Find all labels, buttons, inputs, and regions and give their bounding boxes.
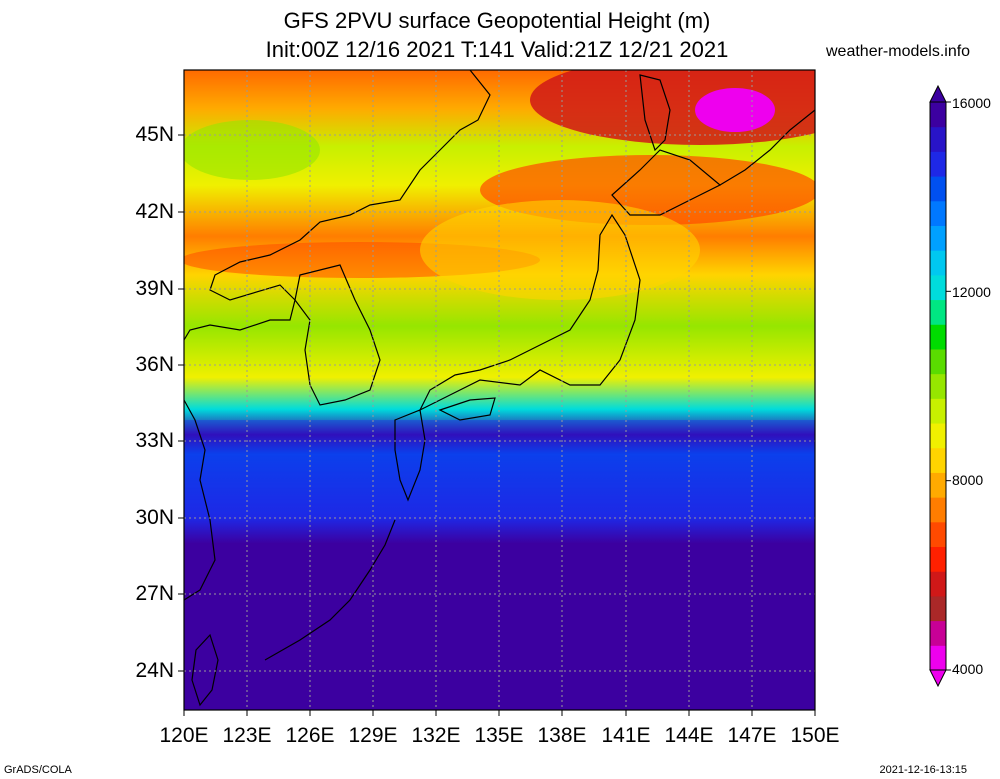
footer-timestamp: 2021-12-16-13:15 <box>879 764 967 776</box>
colorbar-segment <box>930 571 946 597</box>
lat-label-39N: 39N <box>135 277 174 300</box>
green-patch-north <box>184 120 320 180</box>
lon-label-135E: 135E <box>474 724 524 747</box>
colorbar-segment <box>930 447 946 473</box>
colorbar-segment <box>930 521 946 548</box>
colorbar-segment <box>930 299 946 325</box>
chart-subtitle: Init:00Z 12/16 2021 T:141 Valid:21Z 12/2… <box>265 37 729 62</box>
colorbar-segment <box>930 497 946 523</box>
yellow-ridge <box>420 200 700 300</box>
coast-asia-mainland <box>183 69 491 341</box>
colorbar-segment <box>930 423 946 449</box>
colorbar <box>929 84 951 688</box>
coast-taiwan <box>191 633 219 707</box>
lon-label-126E: 126E <box>285 724 335 747</box>
colorbar-label-4000: 4000 <box>952 661 984 677</box>
lat-label-33N: 33N <box>135 429 174 452</box>
coast-china-east <box>183 399 216 601</box>
colorbar-segment <box>930 250 946 276</box>
lat-label-27N: 27N <box>135 582 174 605</box>
colorbar-segment <box>930 620 946 646</box>
colorbar-segment <box>930 151 946 177</box>
colorbar-frame <box>929 101 947 671</box>
colorbar-segment <box>930 546 946 572</box>
axis-ticks <box>178 134 816 716</box>
site-credit: weather-models.info <box>826 43 971 60</box>
lon-label-138E: 138E <box>537 724 587 747</box>
grid-lines <box>184 70 815 710</box>
lat-label-24N: 24N <box>135 659 174 682</box>
colorbar-segment <box>930 176 946 202</box>
lon-label-150E: 150E <box>790 724 840 747</box>
colorbar-segment <box>930 225 946 251</box>
footer-credit: GrADS/COLA <box>4 764 72 776</box>
colorbar-segment <box>930 200 946 226</box>
lon-label-120E: 120E <box>159 724 209 747</box>
lat-label-42N: 42N <box>135 200 174 223</box>
colorbar-segment <box>930 324 946 350</box>
magenta-low-core <box>695 88 775 132</box>
lon-label-129E: 129E <box>348 724 398 747</box>
colorbar-segment <box>930 373 946 399</box>
coast-sakhalin <box>639 74 671 152</box>
colorbar-label-8000: 8000 <box>952 472 984 488</box>
colorbar-max-arrow <box>929 84 947 103</box>
chart-title: GFS 2PVU surface Geopotential Height (m) <box>283 8 711 33</box>
coast-kyushu <box>394 409 426 502</box>
lon-label-141E: 141E <box>601 724 651 747</box>
lat-label-45N: 45N <box>135 123 174 146</box>
lon-label-147E: 147E <box>727 724 777 747</box>
lat-label-36N: 36N <box>135 353 174 376</box>
coast-shikoku <box>438 397 496 421</box>
lat-label-30N: 30N <box>135 506 174 529</box>
coastlines <box>183 69 816 707</box>
colorbar-label-12000: 12000 <box>952 284 991 300</box>
colorbar-segment <box>930 274 946 301</box>
colorbar-segment <box>930 595 946 622</box>
colorbar-segment <box>930 645 946 671</box>
colorbar-min-arrow <box>929 669 947 688</box>
lon-label-132E: 132E <box>411 724 461 747</box>
colorbar-segment <box>930 102 946 128</box>
colorbar-segment <box>930 126 946 152</box>
colorbar-label-16000: 16000 <box>952 95 991 111</box>
coast-ryukyu <box>264 519 396 661</box>
lon-label-123E: 123E <box>222 724 272 747</box>
colorbar-segment <box>930 348 946 375</box>
coast-kurils <box>719 109 816 186</box>
colorbar-segment <box>930 472 946 498</box>
map-area <box>178 69 816 716</box>
lon-label-144E: 144E <box>664 724 714 747</box>
colorbar-segment <box>930 398 946 424</box>
